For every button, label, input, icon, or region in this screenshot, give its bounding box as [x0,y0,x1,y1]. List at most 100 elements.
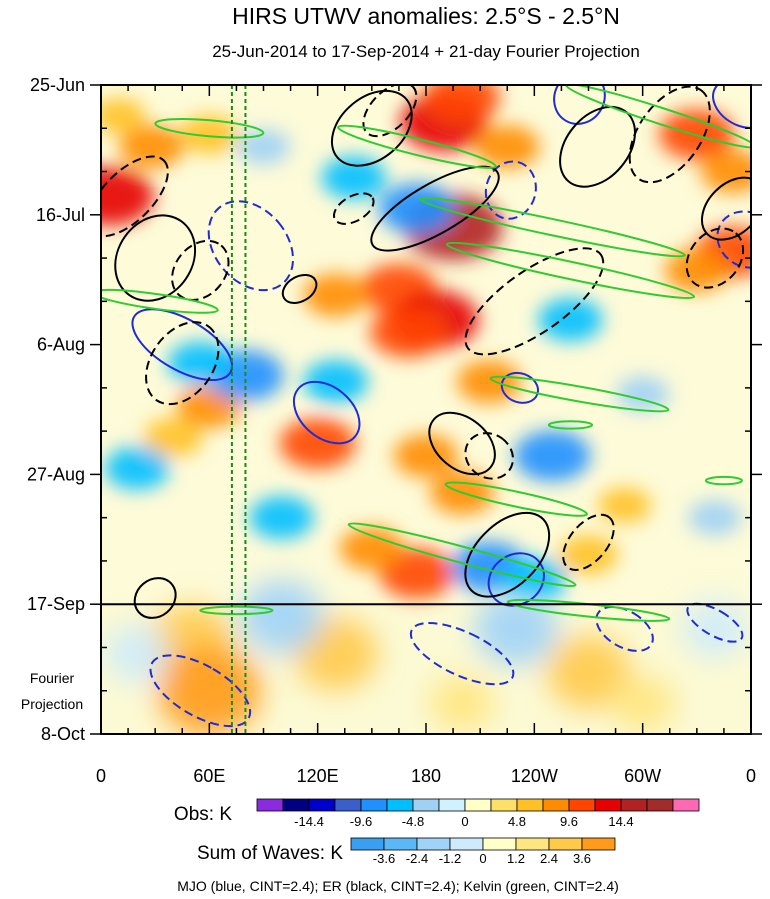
waves-colorbar-swatch [449,837,484,851]
x-tick-label-60e: 60E [193,766,225,786]
kelvin-contour-pos [418,196,686,258]
obs-anomaly-blob [321,156,387,200]
obs-anomaly-blob [700,150,751,194]
obs-anomaly-blob [279,418,356,469]
obs-anomaly-blob [424,85,501,123]
er-contour-neg [628,85,711,184]
obs-anomaly-blob [393,434,459,478]
er-contour-pos [370,165,500,252]
obs-colorbar-tick: 9.6 [560,814,578,829]
mjo-contour-neg [595,605,654,652]
obs-anomaly-blob [474,125,540,169]
obs-colorbar-tick: -9.6 [350,814,372,829]
obs-anomaly-blob [303,360,369,404]
obs-colorbar-ticks: -14.4 -9.6 -4.8 0 4.8 9.6 14.4 [294,814,633,829]
mjo-contour-pos [712,85,751,129]
waves-colorbar-ticks: -3.6 -2.4 -1.2 0 1.2 2.4 3.6 [373,851,591,866]
er-contour-neg [464,432,514,480]
obs-colorbar-label: Obs: K [174,804,232,825]
projection-label-line-1: Fourier [30,670,75,686]
kelvin-contour-pos [489,375,670,413]
projection-anomaly-layer [105,580,747,734]
mjo-contour-neg [409,622,515,686]
y-axis-labels: 25-Jun 16-Jul 6-Aug 27-Aug 17-Sep 8-Oct [27,75,85,744]
projection-label-line-2: Projection [21,696,83,712]
waves-colorbar-swatch [383,837,418,851]
obs-colorbar-tick: 0 [461,814,468,829]
contour-legend: MJO (blue, CINT=2.4); ER (black, CINT=2.… [177,878,619,894]
x-tick-label-60w: 60W [624,766,661,786]
obs-colorbar-swatch [542,798,570,812]
x-tick-label-0: 0 [96,766,106,786]
x-axis-labels: 0 60E 120E 180 120W 60W 0 [96,766,756,786]
er-contour-neg [464,247,605,356]
obs-anomaly-blob [559,535,618,575]
kelvin-contour-pos [337,124,497,169]
er-contour-pos [133,577,177,619]
chart-title: HIRS UTWV anomalies: 2.5°S - 2.5°N [232,3,620,29]
x-tick-label-120w: 120W [511,766,558,786]
x-tick-label-0-end: 0 [746,766,756,786]
kelvin-contour-pos [101,288,219,314]
obs-anomaly-blob [378,183,456,234]
mjo-contour-neg [716,210,751,269]
waves-colorbar-tick: 2.4 [540,851,558,866]
projection-anomaly-blob [430,675,495,732]
obs-colorbar-tick: -14.4 [294,814,324,829]
obs-colorbar-swatch [412,798,440,812]
obs-colorbar-swatch [386,798,414,812]
kelvin-contour-pos [199,605,274,616]
obs-colorbar-swatch [438,798,466,812]
projection-anomaly-blob [239,580,324,653]
waves-colorbar-tick: 3.6 [573,851,591,866]
obs-colorbar-swatch [360,798,388,812]
waves-colorbar-tick: -3.6 [373,851,395,866]
projection-anomaly-blob [610,675,675,732]
y-tick-label-27-aug: 27-Aug [27,464,85,484]
obs-colorbar-swatch [464,798,492,812]
obs-anomaly-blob [664,248,730,292]
obs-colorbar-swatch [646,798,674,812]
obs-colorbar-swatch [256,798,284,812]
waves-colorbar [350,837,616,851]
wave-contours [101,85,751,728]
obs-colorbar-swatch [516,798,544,812]
obs-colorbar-swatch [594,798,622,812]
obs-anomaly-blob [456,360,522,404]
er-contour-neg [171,239,230,301]
kelvin-contour-pos [704,475,743,486]
waves-colorbar-swatch [416,837,451,851]
y-tick-label-17-sep: 17-Sep [27,594,85,614]
obs-anomaly-blob [339,527,405,571]
kelvin-contour-pos [445,241,696,300]
waves-colorbar-tick: 1.2 [507,851,525,866]
obs-anomaly-blob [179,114,239,155]
x-tick-label-180: 180 [411,766,441,786]
obs-colorbar-swatch [620,798,648,812]
waves-colorbar-swatch [548,837,583,851]
mjo-contour-neg [484,160,537,220]
obs-colorbar-swatch [672,798,700,812]
kelvin-contour-pos [444,481,588,517]
mjo-contour-pos [553,85,606,125]
obs-colorbar-tick: 14.4 [608,814,633,829]
waves-colorbar-label: Sum of Waves: K [197,843,343,864]
waves-colorbar-swatch [581,837,616,851]
y-tick-label-25-jun: 25-Jun [30,75,85,95]
obs-colorbar-swatch [490,798,518,812]
obs-colorbar-swatch [308,798,336,812]
obs-anomaly-blob [104,446,170,490]
er-contour-neg [562,513,615,571]
kelvin-contour-pos [154,117,265,139]
obs-anomaly-blob [598,487,652,523]
plot-field [101,85,751,734]
er-contour-pos [281,273,318,304]
kelvin-contour-pos [547,420,594,430]
er-contour-pos [114,214,197,302]
er-contour-neg [145,321,220,406]
waves-colorbar-swatch [515,837,550,851]
waves-colorbar-tick: 0 [479,851,486,866]
y-tick-label-8-oct: 8-Oct [41,724,85,744]
axis-ticks [90,84,762,735]
